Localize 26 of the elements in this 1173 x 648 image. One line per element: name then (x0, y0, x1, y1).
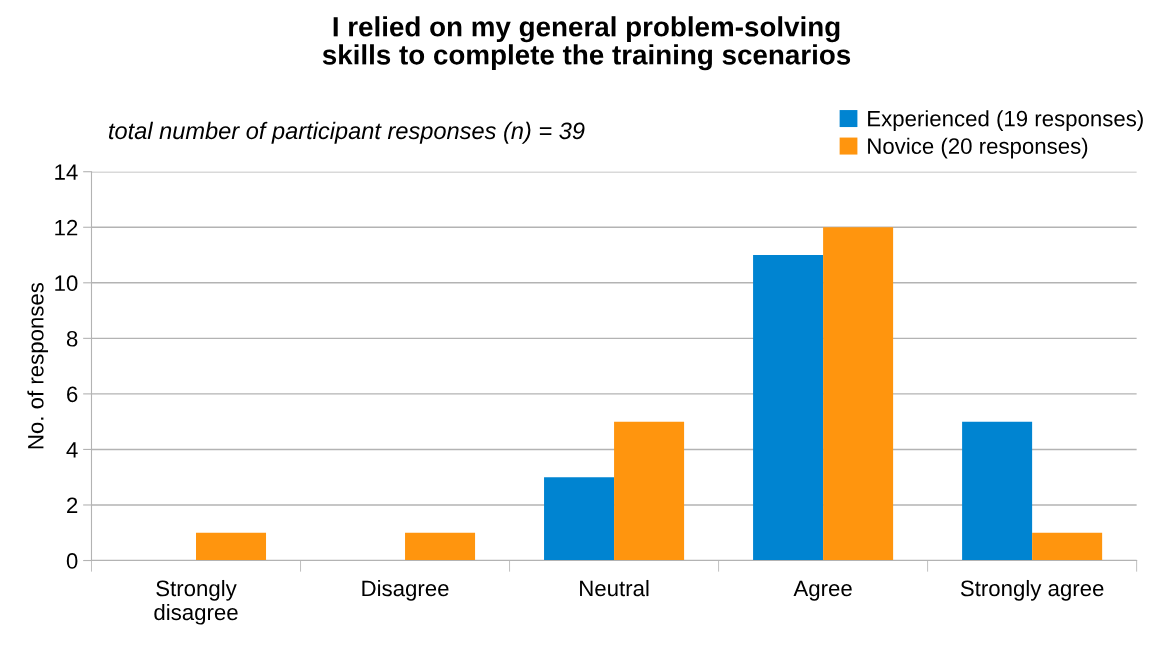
y-tick-label: 10 (55, 275, 78, 292)
x-tick-label: Strongly agree (960, 579, 1104, 601)
y-tick-label: 2 (67, 497, 78, 514)
bar (614, 421, 685, 561)
legend-label: Novice (20 responses) (868, 137, 1088, 159)
y-tick-label: 14 (55, 164, 78, 180)
y-tick-label: 4 (66, 442, 78, 458)
bar (962, 421, 1033, 561)
y-tick-label: 0 (66, 553, 78, 569)
x-tick-label: Disagree (362, 579, 449, 601)
x-tick-label: Neutral (580, 579, 649, 597)
x-tick-label: Strongly disagree (154, 579, 238, 625)
y-tick-label: 6 (67, 386, 78, 403)
bar (1032, 532, 1103, 561)
bar (544, 477, 615, 561)
text: total number of participant responses (n) = 39 (108, 121, 585, 144)
bar (405, 532, 476, 561)
bar (753, 255, 824, 561)
x-tick-label: Agree (793, 580, 852, 601)
bar (823, 227, 894, 561)
legend-label: Experienced (19 responses) (868, 110, 1143, 131)
bar (196, 532, 267, 561)
chart-title: I relied on my general problem-solving skills to complete the training scenarios (322, 16, 851, 71)
y-tick-label: 12 (55, 219, 78, 236)
y-tick-label: 8 (66, 330, 78, 347)
y-axis-title: No. of responses (27, 282, 49, 449)
